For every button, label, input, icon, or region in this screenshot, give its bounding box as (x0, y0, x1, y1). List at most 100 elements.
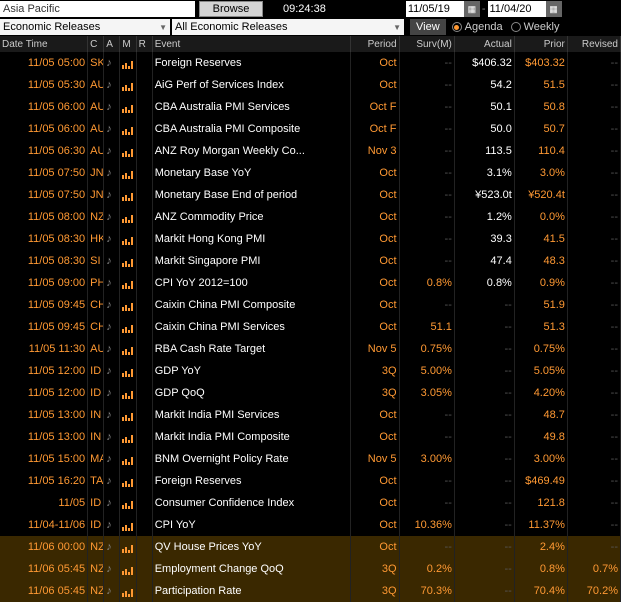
cell-alert[interactable]: ♪ (104, 338, 120, 360)
calendar-icon[interactable]: ▦ (546, 1, 562, 17)
col-period[interactable]: Period (351, 36, 399, 52)
cell-chart[interactable] (120, 404, 136, 426)
calendar-icon[interactable]: ▦ (464, 1, 480, 17)
cell-chart[interactable] (120, 74, 136, 96)
cell-chart[interactable] (120, 294, 136, 316)
cell-alert[interactable]: ♪ (104, 140, 120, 162)
cell-chart[interactable] (120, 250, 136, 272)
col-surv[interactable]: Surv(M) (399, 36, 454, 52)
table-row[interactable]: 11/05 06:30AU♪ANZ Roy Morgan Weekly Co..… (0, 140, 621, 162)
cell-chart[interactable] (120, 470, 136, 492)
cell-chart[interactable] (120, 272, 136, 294)
cell-chart[interactable] (120, 558, 136, 580)
cell-alert[interactable]: ♪ (104, 162, 120, 184)
cell-chart[interactable] (120, 140, 136, 162)
cell-chart[interactable] (120, 316, 136, 338)
table-row[interactable]: 11/05 05:30AU♪AiG Perf of Services Index… (0, 74, 621, 96)
cell-chart[interactable] (120, 338, 136, 360)
table-row[interactable]: 11/04-11/06ID♪CPI YoYOct10.36%--11.37%-- (0, 514, 621, 536)
col-prior[interactable]: Prior (514, 36, 567, 52)
cell-chart[interactable] (120, 228, 136, 250)
cell-alert[interactable]: ♪ (104, 52, 120, 74)
cell-chart[interactable] (120, 360, 136, 382)
table-row[interactable]: 11/05 09:45CH♪Caixin China PMI Composite… (0, 294, 621, 316)
col-revised[interactable]: Revised (567, 36, 620, 52)
cell-alert[interactable]: ♪ (104, 558, 120, 580)
table-row[interactable]: 11/06 05:45NZ♪Participation Rate3Q70.3%-… (0, 580, 621, 602)
cell-alert[interactable]: ♪ (104, 96, 120, 118)
cell-alert[interactable]: ♪ (104, 184, 120, 206)
table-row[interactable]: 11/05 08:00NZ♪ANZ Commodity PriceOct--1.… (0, 206, 621, 228)
cell-alert[interactable]: ♪ (104, 536, 120, 558)
col-actual[interactable]: Actual (454, 36, 514, 52)
cell-alert[interactable]: ♪ (104, 250, 120, 272)
cell-alert[interactable]: ♪ (104, 294, 120, 316)
col-country[interactable]: C (88, 36, 104, 52)
table-row[interactable]: 11/05 09:45CH♪Caixin China PMI ServicesO… (0, 316, 621, 338)
table-row[interactable]: 11/05 13:00IN♪Markit India PMI Composite… (0, 426, 621, 448)
cell-alert[interactable]: ♪ (104, 228, 120, 250)
table-row[interactable]: 11/05 12:00ID♪GDP QoQ3Q3.05%--4.20%-- (0, 382, 621, 404)
cell-alert[interactable]: ♪ (104, 272, 120, 294)
table-row[interactable]: 11/05 06:00AU♪CBA Australia PMI Services… (0, 96, 621, 118)
table-row[interactable]: 11/05ID♪Consumer Confidence IndexOct----… (0, 492, 621, 514)
cell-alert[interactable]: ♪ (104, 118, 120, 140)
col-r[interactable]: R (136, 36, 152, 52)
table-row[interactable]: 11/05 07:50JN♪Monetary Base YoYOct--3.1%… (0, 162, 621, 184)
col-datetime[interactable]: Date Time (0, 36, 88, 52)
table-row[interactable]: 11/05 06:00AU♪CBA Australia PMI Composit… (0, 118, 621, 140)
cell-alert[interactable]: ♪ (104, 74, 120, 96)
agenda-radio[interactable]: Agenda (452, 21, 503, 33)
cell-alert[interactable]: ♪ (104, 514, 120, 536)
category-select[interactable]: All Economic Releases ▼ (172, 19, 404, 35)
cell-alert[interactable]: ♪ (104, 206, 120, 228)
release-type-select[interactable]: Economic Releases ▼ (0, 19, 170, 35)
table-row[interactable]: 11/05 05:00SK♪Foreign ReservesOct--$406.… (0, 52, 621, 74)
cell-alert[interactable]: ♪ (104, 580, 120, 602)
cell-alert[interactable]: ♪ (104, 404, 120, 426)
cell-chart[interactable] (120, 162, 136, 184)
cell-actual: $406.32 (454, 52, 514, 74)
table-row[interactable]: 11/05 13:00IN♪Markit India PMI ServicesO… (0, 404, 621, 426)
cell-alert[interactable]: ♪ (104, 426, 120, 448)
table-row[interactable]: 11/05 16:20TA♪Foreign ReservesOct----$46… (0, 470, 621, 492)
cell-event: RBA Cash Rate Target (152, 338, 350, 360)
cell-chart[interactable] (120, 96, 136, 118)
cell-chart[interactable] (120, 382, 136, 404)
col-event[interactable]: Event (152, 36, 350, 52)
weekly-radio[interactable]: Weekly (511, 21, 560, 33)
cell-chart[interactable] (120, 448, 136, 470)
cell-chart[interactable] (120, 52, 136, 74)
cell-chart[interactable] (120, 426, 136, 448)
cell-alert[interactable]: ♪ (104, 360, 120, 382)
table-row[interactable]: 11/05 11:30AU♪RBA Cash Rate TargetNov 50… (0, 338, 621, 360)
cell-chart[interactable] (120, 184, 136, 206)
table-row[interactable]: 11/05 07:50JN♪Monetary Base End of perio… (0, 184, 621, 206)
cell-chart[interactable] (120, 118, 136, 140)
view-button[interactable]: View (410, 19, 446, 35)
cell-chart[interactable] (120, 580, 136, 602)
cell-alert[interactable]: ♪ (104, 448, 120, 470)
cell-chart[interactable] (120, 536, 136, 558)
table-row[interactable]: 11/05 12:00ID♪GDP YoY3Q5.00%--5.05%-- (0, 360, 621, 382)
cell-alert[interactable]: ♪ (104, 316, 120, 338)
cell-alert[interactable]: ♪ (104, 382, 120, 404)
cell-chart[interactable] (120, 206, 136, 228)
browse-button[interactable]: Browse (199, 1, 263, 17)
table-row[interactable]: 11/05 08:30HK♪Markit Hong Kong PMIOct--3… (0, 228, 621, 250)
region-input[interactable] (0, 1, 195, 17)
cell-chart[interactable] (120, 514, 136, 536)
table-row[interactable]: 11/05 09:00PH♪CPI YoY 2012=100Oct0.8%0.8… (0, 272, 621, 294)
col-m[interactable]: M (120, 36, 136, 52)
cell-alert[interactable]: ♪ (104, 470, 120, 492)
date-from-input[interactable] (406, 1, 464, 17)
table-row[interactable]: 11/06 00:00NZ♪QV House Prices YoYOct----… (0, 536, 621, 558)
table-row[interactable]: 11/05 08:30SI♪Markit Singapore PMIOct--4… (0, 250, 621, 272)
cell-alert[interactable]: ♪ (104, 492, 120, 514)
table-row[interactable]: 11/06 05:45NZ♪Employment Change QoQ3Q0.2… (0, 558, 621, 580)
date-to-input[interactable] (488, 1, 546, 17)
cell-chart[interactable] (120, 492, 136, 514)
col-a[interactable]: A (104, 36, 120, 52)
table-row[interactable]: 11/05 15:00MA♪BNM Overnight Policy RateN… (0, 448, 621, 470)
chart-bar-icon (122, 453, 134, 463)
